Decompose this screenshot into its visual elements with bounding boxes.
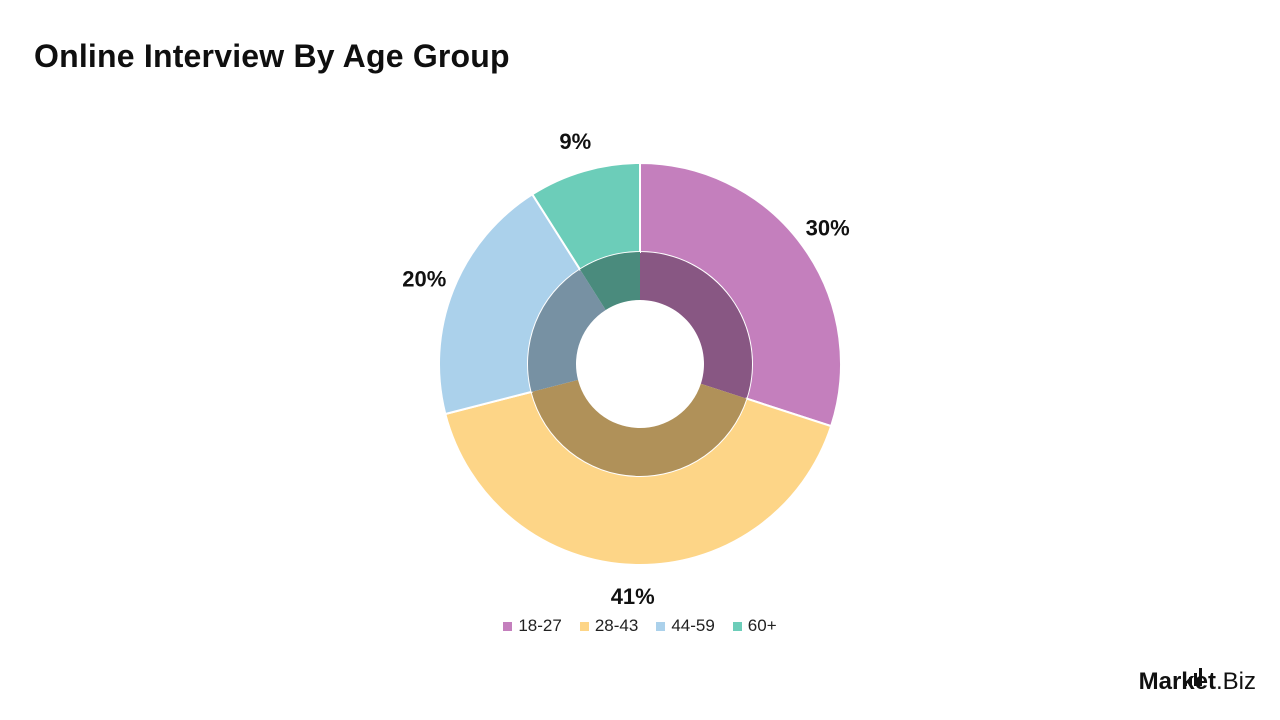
chart-title: Online Interview By Age Group bbox=[34, 38, 510, 74]
legend-swatch bbox=[579, 621, 589, 631]
legend-label: 44-59 bbox=[671, 616, 715, 635]
legend-item-44-59: 44-59 bbox=[656, 616, 715, 636]
inner-slice-28-43 bbox=[531, 379, 747, 477]
legend-item-60+: 60+ bbox=[732, 616, 777, 636]
legend-swatch bbox=[503, 621, 513, 631]
legend-item-18-27: 18-27 bbox=[503, 616, 562, 636]
data-label-44-59: 20% bbox=[402, 267, 446, 292]
legend-label: 28-43 bbox=[594, 616, 639, 635]
data-label-60+: 9% bbox=[559, 129, 591, 154]
legend-label: 18-27 bbox=[518, 616, 562, 635]
legend-label: 60+ bbox=[747, 616, 777, 635]
brand-bars-icon bbox=[1183, 666, 1202, 686]
data-label-28-43: 41% bbox=[611, 584, 655, 609]
inner-slice-18-27 bbox=[640, 252, 752, 399]
legend-item-28-43: 28-43 bbox=[579, 616, 639, 636]
legend-swatch bbox=[732, 621, 742, 631]
brand-suffix: .Biz bbox=[1215, 668, 1256, 695]
brand-name: Market bbox=[1138, 668, 1216, 695]
inner-slice-60+ bbox=[579, 252, 640, 310]
brand-logo: Market .Biz bbox=[1139, 668, 1256, 696]
slice-60+ bbox=[530, 161, 641, 271]
inner-slice-44-59 bbox=[528, 269, 606, 392]
legend-swatch bbox=[656, 621, 666, 631]
data-label-18-27: 30% bbox=[806, 216, 850, 241]
chart-legend: 18-27 28-43 44-59 60+ bbox=[0, 616, 1280, 636]
slice-28-43 bbox=[444, 390, 833, 566]
